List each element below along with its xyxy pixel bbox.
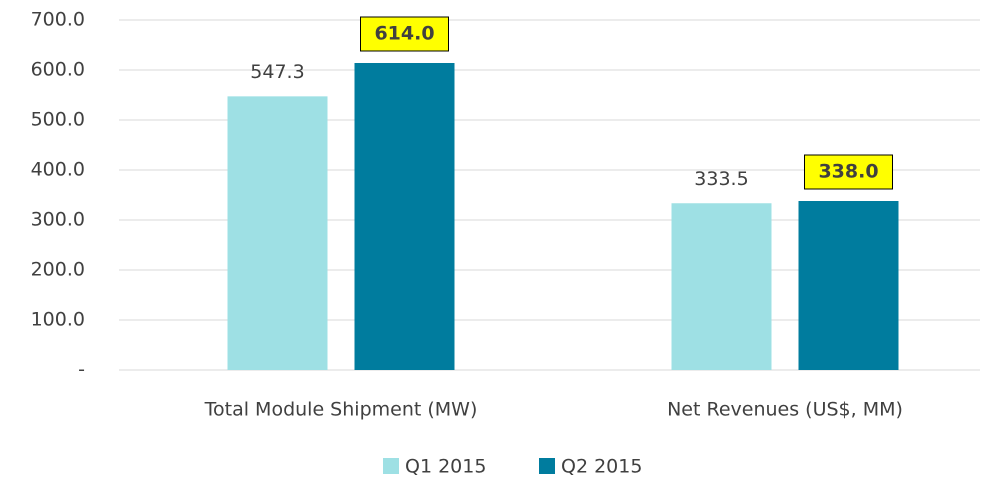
y-tick-label: 500.0 xyxy=(31,109,85,131)
data-label: 614.0 xyxy=(374,23,434,45)
data-label: 338.0 xyxy=(818,161,878,183)
x-tick-label: Total Module Shipment (MW) xyxy=(204,399,478,421)
legend-swatch xyxy=(539,458,555,474)
y-tick-label: 600.0 xyxy=(31,59,85,81)
legend-swatch xyxy=(383,458,399,474)
legend-label: Q2 2015 xyxy=(561,456,642,478)
y-tick-label: - xyxy=(78,359,85,381)
y-tick-label: 400.0 xyxy=(31,159,85,181)
y-tick-label: 100.0 xyxy=(31,309,85,331)
data-label: 333.5 xyxy=(694,168,748,190)
x-tick-label: Net Revenues (US$, MM) xyxy=(667,399,903,421)
bar xyxy=(671,203,772,370)
data-label: 547.3 xyxy=(250,61,304,83)
y-tick-label: 300.0 xyxy=(31,209,85,231)
y-tick-label: 700.0 xyxy=(31,9,85,31)
bar xyxy=(227,96,328,370)
legend-label: Q1 2015 xyxy=(405,456,486,478)
y-tick-label: 200.0 xyxy=(31,259,85,281)
bar xyxy=(354,63,455,370)
label-box xyxy=(360,16,449,52)
bar xyxy=(798,201,899,370)
label-box xyxy=(804,154,893,190)
